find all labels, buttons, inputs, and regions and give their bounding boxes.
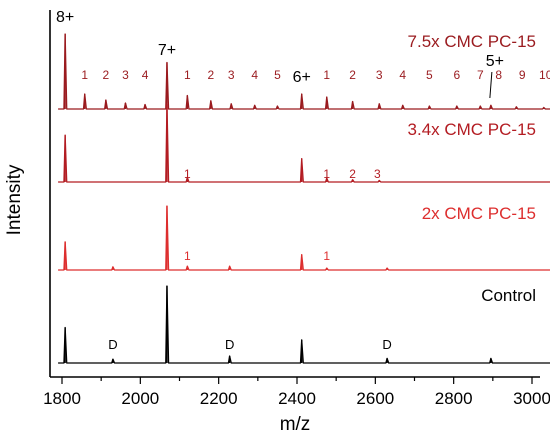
series-7-5x-cmc-pc-15 xyxy=(58,33,550,110)
axes xyxy=(49,10,540,378)
x-tick-label: 2400 xyxy=(278,389,316,408)
adduct-count-label: 2 xyxy=(207,68,214,82)
adduct-count-label: 5 xyxy=(274,68,281,82)
charge-state-label: 6+ xyxy=(293,69,311,86)
adduct-count-label: 1 xyxy=(184,68,191,82)
x-tick-label: 3000 xyxy=(513,389,550,408)
series-label: Control xyxy=(481,286,536,305)
series-label: 3.4x CMC PC-15 xyxy=(408,120,536,139)
adduct-count-label: 5 xyxy=(426,68,433,82)
series-label: 7.5x CMC PC-15 xyxy=(408,32,536,51)
adduct-count-label: 1 xyxy=(323,68,330,82)
series-3-4x-cmc-pc-15 xyxy=(58,103,550,183)
spectrum-trace xyxy=(58,205,550,271)
x-tick-label: 2200 xyxy=(200,389,238,408)
spectrum-trace xyxy=(58,103,550,183)
x-tick-label: 2800 xyxy=(435,389,473,408)
charge-state-label: 8+ xyxy=(56,9,74,26)
adduct-count-label: 3 xyxy=(376,68,383,82)
adduct-count-label: 1 xyxy=(184,167,191,181)
dimer-label: D xyxy=(108,337,117,352)
y-axis-title: Intensity xyxy=(4,164,25,235)
adduct-count-label: 3 xyxy=(374,167,381,181)
adduct-count-label: 4 xyxy=(142,68,149,82)
x-tick-label: 1800 xyxy=(43,389,81,408)
series-2x-cmc-pc-15 xyxy=(58,205,550,271)
adduct-count-label: 3 xyxy=(228,68,235,82)
series-label: 2x CMC PC-15 xyxy=(422,204,536,223)
adduct-count-label: 7 xyxy=(477,68,484,82)
adduct-count-label: 2 xyxy=(103,68,110,82)
adduct-count-label: 4 xyxy=(399,68,406,82)
adduct-count-label: 2 xyxy=(349,167,356,181)
x-axis-ticks: 1800 2000 2200 2400 2600 2800 3000 xyxy=(43,377,550,408)
adduct-count-label: 6 xyxy=(453,68,460,82)
dimer-label: D xyxy=(225,337,234,352)
peak-annotations: 7.5x CMC PC-151 2 3 4 1 2 3 4 5 1 2 3 4 5 6 7 8 9 103.4x C… xyxy=(56,9,550,352)
dimer-label: D xyxy=(382,337,391,352)
x-tick-label: 2000 xyxy=(121,389,159,408)
adduct-count-label: 8 xyxy=(495,68,502,82)
adduct-count-label: 1 xyxy=(323,167,330,181)
spectrum-trace xyxy=(58,285,550,364)
charge-state-label: 7+ xyxy=(158,42,176,59)
charge-state-label: 5+ xyxy=(486,53,504,70)
adduct-count-label: 9 xyxy=(519,68,526,82)
adduct-count-label: 1 xyxy=(323,249,330,263)
adduct-count-label: 1 xyxy=(81,68,88,82)
adduct-count-label: 4 xyxy=(251,68,258,82)
x-axis-title: m/z xyxy=(280,414,311,435)
x-tick-label: 2600 xyxy=(356,389,394,408)
adduct-count-label: 10 xyxy=(539,68,550,82)
adduct-count-label: 2 xyxy=(349,68,356,82)
adduct-count-label: 3 xyxy=(122,68,129,82)
charge-leader-line xyxy=(489,71,493,99)
adduct-count-label: 1 xyxy=(184,249,191,263)
spectrum-traces xyxy=(58,33,550,364)
series-control xyxy=(58,285,550,364)
